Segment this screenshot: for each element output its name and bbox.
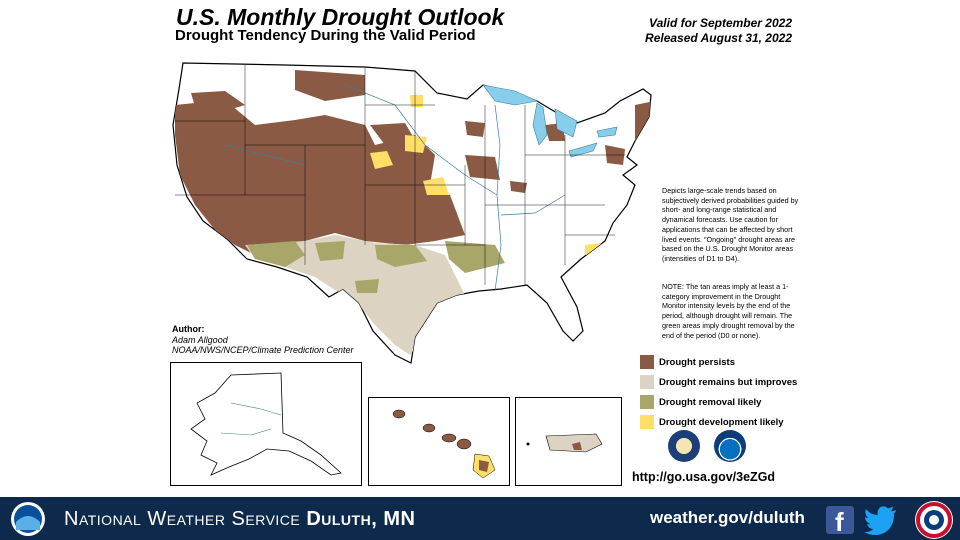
office-title: National Weather Service Duluth, MN <box>64 508 415 531</box>
author-label: Author: <box>172 324 205 334</box>
removal-regions <box>247 241 505 293</box>
weather-ready-nation-icon <box>915 501 953 539</box>
state-lines <box>175 65 625 285</box>
legend-swatch-removal <box>640 395 654 409</box>
noaa-footer-logo-icon <box>11 502 45 536</box>
great-lakes <box>482 84 618 158</box>
legend-swatch-improves <box>640 375 654 389</box>
legend-item-removal: Drought removal likely <box>640 392 797 412</box>
legend: Drought persists Drought remains but imp… <box>640 352 797 432</box>
map-title: U.S. Monthly Drought Outlook <box>176 4 505 30</box>
legend-swatch-persists <box>640 355 654 369</box>
conus-drought-map <box>172 62 652 364</box>
legend-label: Drought remains but improves <box>659 376 798 388</box>
legend-item-improves: Drought remains but improves <box>640 372 797 392</box>
puerto-rico-map <box>526 433 603 453</box>
outlook-description: Depicts large-scale trends based on subj… <box>662 186 799 263</box>
legend-item-development: Drought development likely <box>640 412 797 432</box>
improves-regions <box>245 235 465 355</box>
outlook-url[interactable]: http://go.usa.gov/3eZGd <box>632 470 776 484</box>
author-org: NOAA/NWS/NCEP/Climate Prediction Center <box>172 345 354 355</box>
legend-label: Drought removal likely <box>659 396 762 408</box>
alaska-map <box>190 372 342 476</box>
facebook-icon[interactable]: f <box>826 506 854 537</box>
footer-bar: National Weather Service Duluth, MN weat… <box>0 497 960 540</box>
office-prefix: National Weather Service <box>64 508 301 530</box>
puerto-rico-inset <box>515 397 622 486</box>
author-name: Adam Allgood <box>172 334 228 345</box>
author-block: Author: Adam Allgood NOAA/NWS/NCEP/Clima… <box>172 324 354 356</box>
agency-seals <box>668 430 746 462</box>
office-website-link[interactable]: weather.gov/duluth <box>650 508 805 527</box>
hawaii-map <box>392 409 496 479</box>
alaska-inset <box>170 362 362 486</box>
legend-label: Drought development likely <box>659 416 784 428</box>
legend-swatch-development <box>640 415 654 429</box>
valid-period: Valid for September 2022 Released August… <box>610 16 792 46</box>
legend-label: Drought persists <box>659 356 736 368</box>
valid-for-text: Valid for September 2022 <box>649 16 792 30</box>
outlook-note: NOTE: The tan areas imply at least a 1-c… <box>662 282 795 340</box>
map-subtitle: Drought Tendency During the Valid Period <box>175 27 476 44</box>
rivers <box>224 84 566 292</box>
commerce-seal-icon <box>668 430 700 462</box>
released-text: Released August 31, 2022 <box>645 31 792 45</box>
hawaii-inset <box>368 397 510 486</box>
legend-item-persists: Drought persists <box>640 352 797 372</box>
noaa-logo-icon <box>714 430 746 462</box>
office-name: Duluth, MN <box>306 508 416 530</box>
twitter-icon[interactable] <box>864 505 898 535</box>
